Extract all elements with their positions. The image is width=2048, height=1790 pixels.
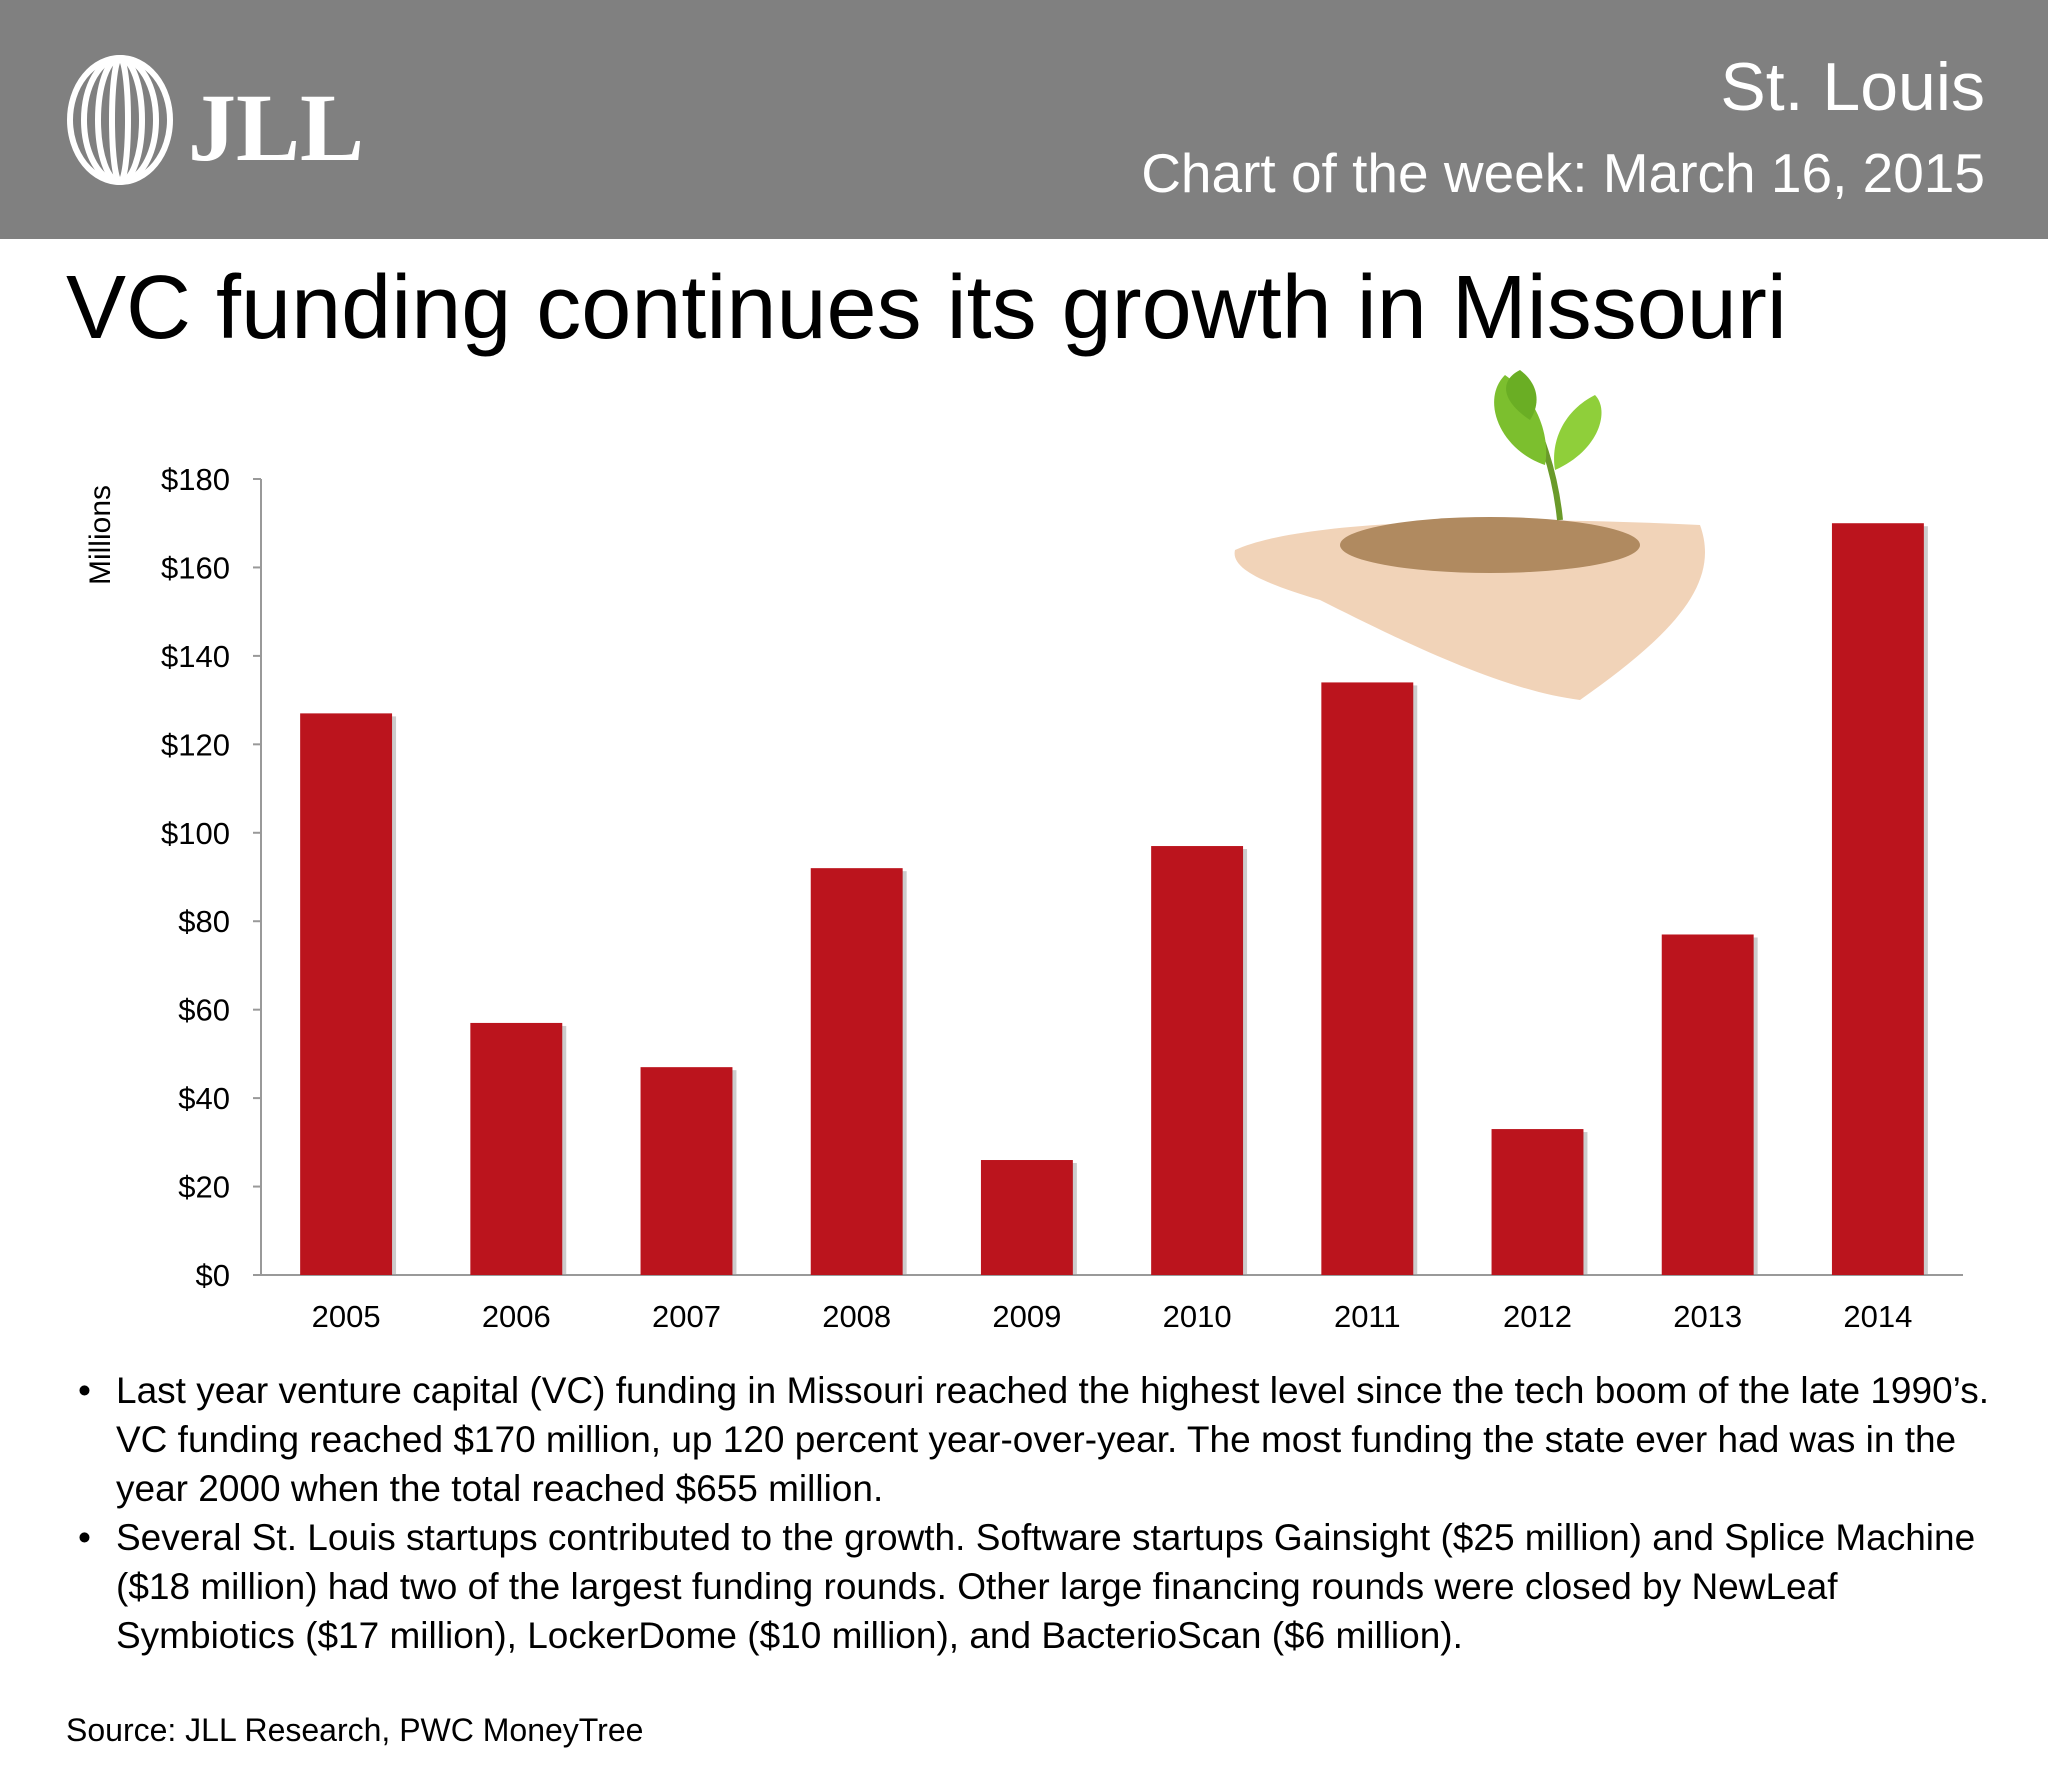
x-tick-label: 2007 — [652, 1299, 721, 1334]
y-tick-label: $120 — [161, 727, 230, 762]
y-tick-label: $60 — [178, 993, 230, 1028]
location: St. Louis — [1720, 49, 1985, 125]
bar — [1151, 846, 1244, 1275]
x-tick-label: 2005 — [312, 1299, 381, 1334]
x-tick-label: 2014 — [1843, 1299, 1912, 1334]
x-tick-label: 2009 — [992, 1299, 1061, 1334]
y-tick-label: $40 — [178, 1081, 230, 1116]
bar — [470, 1022, 563, 1275]
bar — [810, 868, 903, 1275]
y-tick-label: $180 — [161, 462, 230, 497]
bullet-list: Last year venture capital (VC) funding i… — [78, 1366, 1998, 1660]
y-tick-label: $80 — [178, 904, 230, 939]
x-tick-label: 2013 — [1673, 1299, 1742, 1334]
bar — [1321, 682, 1414, 1275]
bar — [1491, 1129, 1584, 1275]
y-tick-label: $100 — [161, 816, 230, 851]
bar — [980, 1160, 1073, 1275]
x-tick-label: 2006 — [482, 1299, 551, 1334]
illustration — [1234, 370, 1705, 700]
bar — [1831, 523, 1924, 1275]
bar — [1661, 934, 1754, 1275]
y-tick-label: $20 — [178, 1170, 230, 1205]
x-tick-label: 2010 — [1163, 1299, 1232, 1334]
subtitle: Chart of the week: March 16, 2015 — [1141, 142, 1985, 204]
logo-text: JLL — [188, 74, 364, 181]
header-band — [0, 0, 2048, 239]
y-tick-label: $160 — [161, 550, 230, 585]
x-tick-label: 2012 — [1503, 1299, 1572, 1334]
logo-mark — [67, 55, 173, 185]
source-note: Source: JLL Research, PWC MoneyTree — [66, 1712, 644, 1748]
bar — [300, 713, 393, 1275]
bullet: Last year venture capital (VC) funding i… — [78, 1366, 1998, 1513]
x-tick-label: 2008 — [822, 1299, 891, 1334]
y-tick-label: $0 — [196, 1258, 230, 1293]
bullet: Several St. Louis startups contributed t… — [78, 1513, 1998, 1660]
bar — [640, 1067, 733, 1275]
y-axis-label: Millions — [84, 485, 117, 585]
x-tick-label: 2011 — [1334, 1299, 1401, 1334]
y-tick-label: $140 — [161, 639, 230, 674]
chart-title: VC funding continues its growth in Misso… — [66, 258, 1787, 358]
